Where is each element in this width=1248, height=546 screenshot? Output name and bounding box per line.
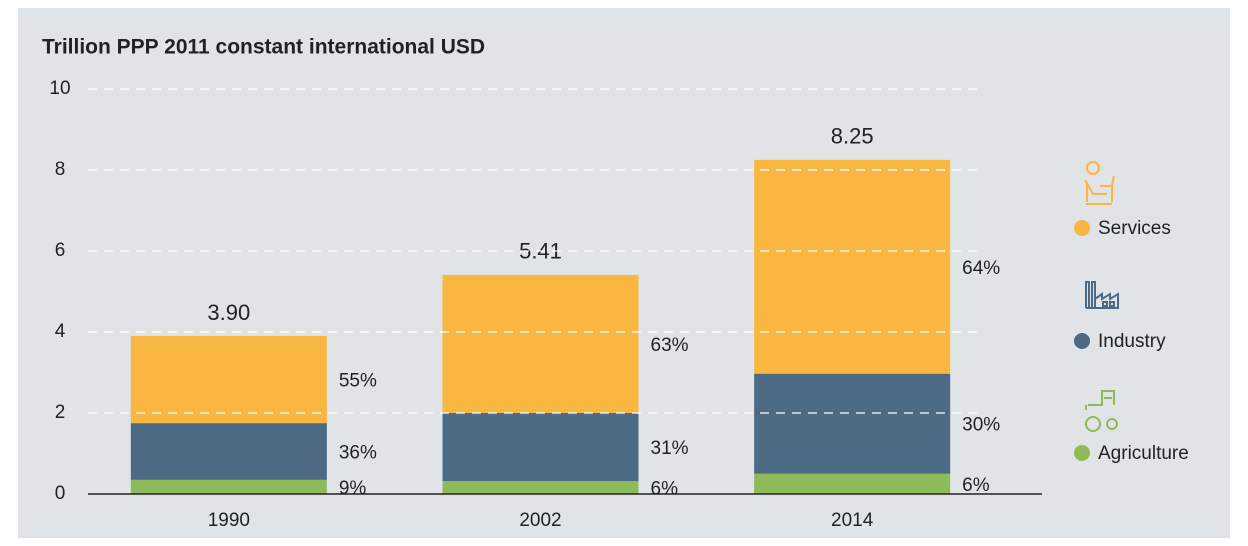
segment-label: 6% bbox=[651, 479, 679, 500]
bar-segment bbox=[442, 481, 639, 494]
industry-icon bbox=[1085, 281, 1119, 309]
segment-label: 55% bbox=[339, 371, 377, 392]
legend-label: Services bbox=[1098, 218, 1171, 239]
total-label: 3.90 bbox=[207, 300, 250, 325]
segment-label: 31% bbox=[651, 438, 689, 459]
segment-label: 30% bbox=[962, 415, 1000, 436]
y-tick-label: 0 bbox=[55, 483, 66, 504]
agriculture-icon bbox=[1085, 390, 1118, 432]
bar-segment bbox=[754, 159, 951, 374]
y-tick-label: 4 bbox=[55, 321, 66, 342]
legend-swatch bbox=[1074, 333, 1090, 349]
bar-segment bbox=[754, 373, 951, 474]
legend-label: Industry bbox=[1098, 331, 1166, 352]
bar-segment bbox=[442, 274, 639, 413]
y-tick-label: 8 bbox=[55, 159, 66, 180]
chart-title: Trillion PPP 2011 constant international… bbox=[42, 36, 485, 59]
y-tick-label: 2 bbox=[55, 402, 66, 423]
segment-label: 36% bbox=[339, 442, 377, 463]
bar-segment bbox=[130, 336, 327, 424]
bar-segment bbox=[130, 479, 327, 494]
y-tick-label: 10 bbox=[49, 78, 70, 99]
x-tick-label: 2014 bbox=[831, 510, 874, 531]
x-tick-label: 2002 bbox=[519, 510, 561, 531]
legend-swatch bbox=[1074, 220, 1090, 236]
segment-label: 9% bbox=[339, 478, 367, 499]
bar-segment bbox=[130, 423, 327, 480]
legend-swatch bbox=[1074, 445, 1090, 461]
segment-label: 64% bbox=[962, 258, 1000, 279]
services-icon bbox=[1084, 161, 1115, 205]
bar-segment bbox=[442, 413, 639, 482]
x-tick-label: 1990 bbox=[208, 510, 250, 531]
legend-label: Agriculture bbox=[1098, 443, 1189, 464]
y-tick-label: 6 bbox=[55, 240, 66, 261]
bar-segment bbox=[754, 473, 951, 494]
total-label: 8.25 bbox=[831, 124, 874, 149]
segment-label: 63% bbox=[651, 335, 689, 356]
segment-label: 6% bbox=[962, 475, 990, 496]
